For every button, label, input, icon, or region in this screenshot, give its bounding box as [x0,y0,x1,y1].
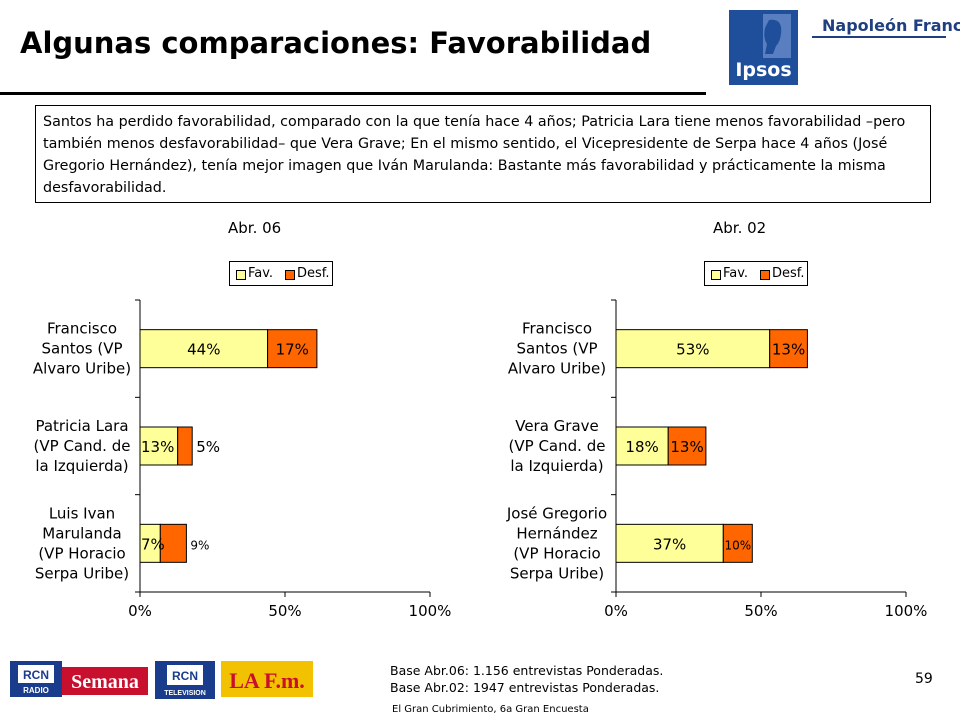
category-label: (VP Horacio [513,544,600,562]
rcn-tv-logo: RCN TELEVISION [155,661,215,699]
base-line-2006: Base Abr.06: 1.156 entrevistas Ponderada… [390,663,664,678]
data-label-fav: 13% [141,438,174,456]
category-label: Santos (VP [41,340,122,358]
rcn-radio-text: RADIO [23,686,49,695]
bar-desf [159,523,187,563]
napoleon-franco-underline [812,36,946,38]
category-label: Alvaro Uribe) [508,360,606,378]
data-label-desf: 5% [196,438,220,456]
category-label: (VP Cand. de [509,437,606,455]
chart-title-left: Abr. 06 [228,219,282,237]
bar-fav [139,426,179,466]
legend-right: Fav. Desf. [704,261,808,286]
semana-logo: Semana [62,667,148,695]
chart-right: 0% 50% 100% Francisco Santos (VP Alvaro Uribe… [506,299,928,620]
legend-fav-label: Fav. [248,266,274,281]
bar-fav [615,426,669,466]
legend-fav-swatch [711,270,721,280]
bar-fav [139,329,269,369]
data-label-desf: 13% [772,341,805,359]
chart-title-right: Abr. 02 [713,219,767,237]
svg-text:RCN: RCN [23,668,49,682]
category-label: (VP Cand. de [34,437,131,455]
bar-fav [615,329,771,369]
category-label: Alvaro Uribe) [33,360,131,378]
page-title: Algunas comparaciones: Favorabilidad [20,26,652,60]
napoleon-franco-logo: Napoleón Franco [822,16,960,35]
page-number: 59 [915,671,933,687]
legend-fav-label: Fav. [723,266,749,281]
chart-left: 0% 50% 100% Francisco Santos (VP Alvaro Uribe… [33,299,452,620]
data-label-fav: 18% [625,438,658,456]
x-tick-label: 50% [744,602,777,620]
title-divider [0,92,706,95]
bar-desf [769,329,808,369]
legend-desf-swatch [760,270,770,280]
category-label: (VP Horacio [38,544,125,562]
category-label: Luis Ivan [49,504,115,522]
ipsos-head-icon [763,14,791,58]
category-label: Patricia Lara [35,417,128,435]
bar-fav [615,523,724,563]
bar-desf [177,426,193,466]
category-label: José Gregorio [506,504,607,522]
legend-desf-label: Desf. [297,266,330,281]
category-label: Serpa Uribe) [510,564,604,582]
category-label: Vera Grave [515,417,599,435]
category-label: Serpa Uribe) [35,564,129,582]
x-tick-label: 0% [604,602,628,620]
summary-box: Santos ha perdido favorabilidad, compara… [35,105,931,203]
bar-desf [667,426,707,466]
base-footnote: Base Abr.06: 1.156 entrevistas Ponderada… [390,662,663,696]
rcn-tv-text: TELEVISION [164,690,206,697]
legend-desf-label: Desf. [772,266,805,281]
category-label: Marulanda [42,524,121,542]
data-label-fav: 53% [676,341,709,359]
data-label-desf: 9% [190,538,209,552]
base-line-2002: Base Abr.02: 1947 entrevistas Ponderadas… [390,680,660,695]
category-label: Santos (VP [516,340,597,358]
data-label-fav: 7% [141,535,165,553]
legend-left: Fav. Desf. [229,261,333,286]
category-label: Hernández [516,524,597,542]
source-note: El Gran Cubrimiento, 6a Gran Encuesta [392,704,589,715]
category-label: la Izquierda) [35,457,128,475]
data-label-desf: 17% [276,341,309,359]
x-tick-label: 100% [885,602,928,620]
svg-text:RCN: RCN [172,669,198,683]
ipsos-wordmark: Ipsos [735,59,792,81]
legend-fav-swatch [236,270,246,280]
semana-text: Semana [71,671,139,693]
bar-desf [722,523,753,563]
data-label-desf: 13% [670,438,703,456]
category-label: Francisco [47,320,117,338]
category-label: la Izquierda) [510,457,603,475]
data-label-desf: 10% [724,538,751,552]
x-tick-label: 100% [409,602,452,620]
category-label: Francisco [522,320,592,338]
ipsos-logo: Ipsos [729,10,798,85]
x-tick-label: 50% [268,602,301,620]
la-fm-text: LA F.m. [229,668,305,693]
legend-desf-swatch [285,270,295,280]
la-fm-logo: LA F.m. [221,661,313,697]
data-label-fav: 44% [187,341,220,359]
bar-desf [267,329,318,369]
rcn-radio-logo: RCN RADIO [10,661,62,697]
data-label-fav: 37% [653,535,686,553]
x-tick-label: 0% [128,602,152,620]
